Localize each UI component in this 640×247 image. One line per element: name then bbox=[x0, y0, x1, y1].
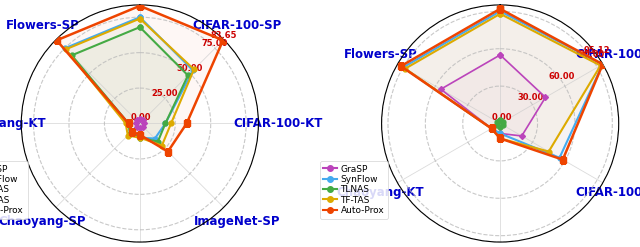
Text: 0.00: 0.00 bbox=[492, 113, 512, 123]
Text: 95.12: 95.12 bbox=[584, 46, 611, 56]
Text: 90.00: 90.00 bbox=[579, 50, 605, 59]
Text: 0.00: 0.00 bbox=[131, 113, 152, 122]
Text: 60.00: 60.00 bbox=[548, 72, 575, 81]
Text: 83.65: 83.65 bbox=[211, 31, 237, 40]
Legend: GraSP, SynFlow, TLNAS, TF-TAS, Auto-Prox: GraSP, SynFlow, TLNAS, TF-TAS, Auto-Prox bbox=[320, 161, 388, 219]
Text: 50.00: 50.00 bbox=[177, 64, 203, 73]
Text: 75.00: 75.00 bbox=[202, 39, 228, 48]
Legend: GraSP, SynFlow, TLNAS, TF-TAS, Auto-Prox: GraSP, SynFlow, TLNAS, TF-TAS, Auto-Prox bbox=[0, 161, 28, 219]
Text: 25.00: 25.00 bbox=[152, 89, 178, 99]
Text: 30.00: 30.00 bbox=[518, 93, 544, 102]
